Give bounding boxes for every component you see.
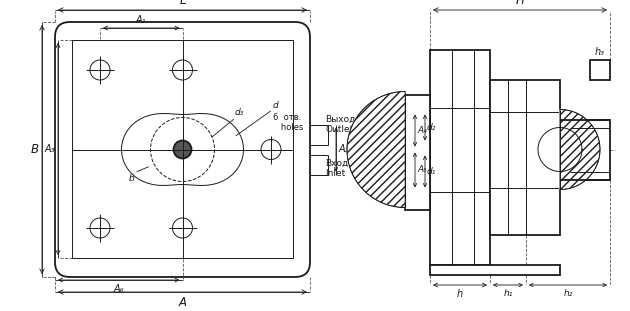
Text: B: B (31, 143, 39, 156)
Text: A₂: A₂ (339, 145, 350, 155)
Text: Выход
Outlet: Выход Outlet (325, 115, 355, 134)
Circle shape (173, 218, 193, 238)
Text: b: b (129, 174, 135, 183)
Text: d: d (273, 101, 278, 110)
Circle shape (173, 141, 192, 159)
Bar (590, 60, 610, 80)
Text: h₁: h₁ (503, 289, 513, 298)
Text: 6  отв.
   holes: 6 отв. holes (273, 113, 303, 132)
Text: d₃: d₃ (235, 108, 244, 117)
Text: A₃: A₃ (45, 145, 55, 155)
Bar (430, 50, 490, 265)
Polygon shape (347, 91, 405, 207)
Bar (405, 95, 430, 210)
Circle shape (261, 140, 281, 160)
Text: A₆: A₆ (113, 284, 124, 294)
Circle shape (90, 218, 110, 238)
Text: A: A (178, 296, 186, 309)
Bar (560, 119, 610, 179)
Text: h: h (457, 289, 463, 299)
Circle shape (173, 60, 193, 80)
Circle shape (90, 60, 110, 80)
Bar (430, 265, 560, 275)
Text: h₂: h₂ (563, 289, 573, 298)
Text: H: H (515, 0, 524, 7)
Text: Вход
Inlet: Вход Inlet (325, 159, 348, 178)
Text: A₅: A₅ (417, 165, 427, 174)
Text: A₄: A₄ (417, 126, 427, 135)
Text: A₁: A₁ (136, 15, 147, 25)
Text: d₁: d₁ (427, 167, 437, 176)
Polygon shape (560, 109, 600, 189)
Text: L: L (180, 0, 186, 7)
Bar (72, 40, 293, 258)
Text: h₃: h₃ (595, 47, 605, 57)
Text: A₂: A₂ (367, 145, 377, 155)
Text: d₂: d₂ (427, 123, 437, 132)
Bar (490, 80, 560, 235)
FancyBboxPatch shape (55, 22, 310, 277)
